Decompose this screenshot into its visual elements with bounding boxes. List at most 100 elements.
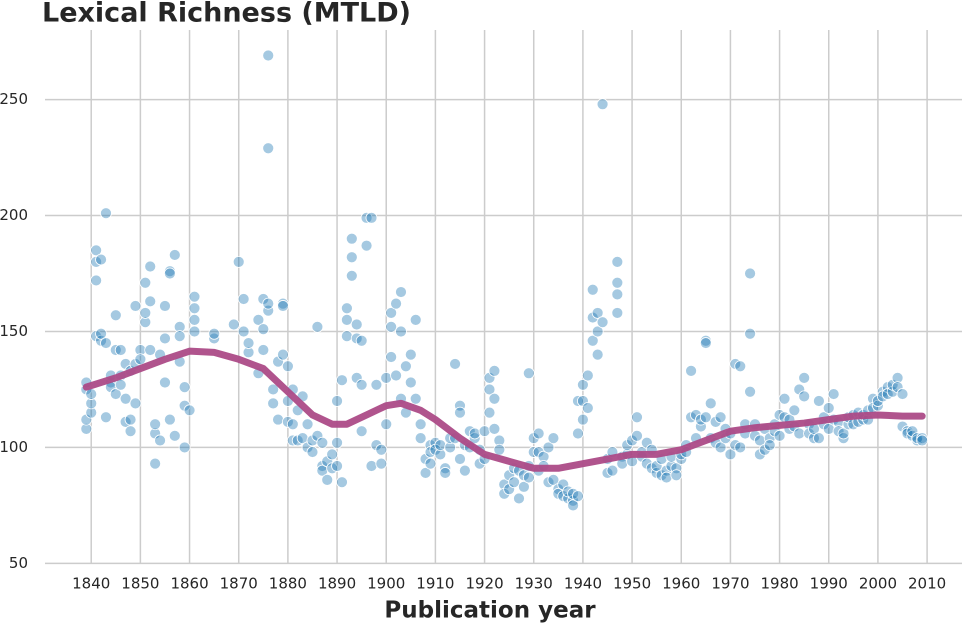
data-point: [670, 469, 683, 482]
data-point: [419, 467, 432, 479]
data-point: [439, 462, 452, 475]
data-point: [527, 432, 540, 445]
y-tick-label: 200: [0, 206, 28, 224]
data-point: [272, 413, 284, 426]
data-point: [468, 427, 481, 440]
data-point: [822, 402, 835, 414]
data-point: [473, 457, 486, 470]
data-point: [340, 302, 353, 315]
data-point: [311, 320, 324, 333]
data-point: [459, 464, 471, 477]
chart-title: Lexical Richness (MTLD): [42, 0, 411, 29]
data-point: [95, 327, 107, 340]
data-point: [478, 425, 491, 438]
data-point: [262, 304, 275, 317]
data-point: [267, 383, 280, 396]
data-point: [267, 397, 280, 410]
x-tick-label: 1940: [564, 575, 602, 593]
data-point: [813, 395, 825, 407]
data-point: [188, 302, 201, 315]
data-point: [183, 404, 196, 417]
data-point: [483, 406, 496, 419]
data-point: [227, 318, 240, 331]
x-tick-label: 1900: [367, 575, 405, 593]
data-point: [699, 411, 712, 424]
data-point: [734, 441, 747, 454]
data-point: [513, 492, 525, 505]
x-tick-label: 1950: [613, 575, 651, 593]
data-point: [85, 397, 98, 410]
data-point: [827, 388, 840, 400]
data-point: [159, 376, 171, 389]
data-point: [468, 432, 481, 445]
data-point: [355, 334, 368, 347]
data-point: [577, 378, 589, 391]
data-point: [449, 358, 461, 370]
data-point: [488, 364, 501, 377]
data-point: [542, 441, 555, 454]
data-point: [390, 297, 402, 310]
x-tick-label: 1970: [711, 575, 749, 593]
data-point: [178, 441, 191, 454]
data-point: [813, 432, 825, 445]
data-point: [100, 207, 112, 220]
data-point: [85, 406, 98, 419]
data-point: [385, 307, 398, 319]
data-point: [208, 332, 221, 345]
data-point: [163, 413, 176, 426]
data-point: [498, 478, 511, 491]
data-point: [163, 267, 176, 280]
data-point: [144, 344, 157, 356]
data-point: [793, 427, 806, 440]
data-point: [380, 418, 393, 431]
data-point: [331, 460, 343, 472]
x-tick-label: 1960: [662, 575, 700, 593]
data-point: [129, 300, 142, 312]
data-point: [168, 429, 181, 442]
data-point: [522, 367, 535, 380]
data-point: [714, 441, 727, 454]
data-point: [798, 390, 811, 403]
data-point: [90, 244, 103, 257]
x-tick-label: 1890: [318, 575, 356, 593]
trend-line: [82, 347, 926, 472]
data-point: [734, 360, 747, 373]
data-point: [822, 422, 835, 435]
data-point: [518, 480, 530, 493]
data-point: [345, 232, 358, 245]
data-point: [567, 499, 579, 512]
data-point: [277, 348, 289, 361]
data-point: [488, 422, 501, 435]
data-point: [483, 383, 496, 396]
data-point: [798, 371, 811, 384]
data-point: [586, 311, 599, 324]
data-point: [660, 464, 673, 477]
x-tick-label: 1910: [416, 575, 454, 593]
data-point: [581, 369, 594, 382]
data-point: [100, 411, 112, 424]
data-point: [301, 418, 314, 431]
data-point: [119, 392, 132, 405]
x-tick-label: 1880: [269, 575, 307, 593]
data-point: [188, 290, 201, 303]
data-point: [188, 313, 201, 326]
data-point: [522, 471, 535, 484]
data-point: [375, 443, 388, 456]
data-point: [262, 142, 275, 155]
data-point: [124, 413, 137, 426]
data-point: [591, 348, 604, 361]
data-point: [232, 255, 245, 268]
data-point: [173, 330, 186, 343]
data-point: [744, 327, 756, 340]
data-point: [360, 211, 373, 224]
data-point: [252, 313, 265, 326]
data-point: [803, 427, 815, 440]
data-point: [606, 464, 619, 477]
data-point: [257, 323, 270, 336]
data-point: [340, 313, 353, 326]
data-point: [891, 371, 904, 384]
data-point: [454, 453, 466, 465]
data-point: [537, 450, 550, 463]
data-point: [154, 434, 166, 447]
